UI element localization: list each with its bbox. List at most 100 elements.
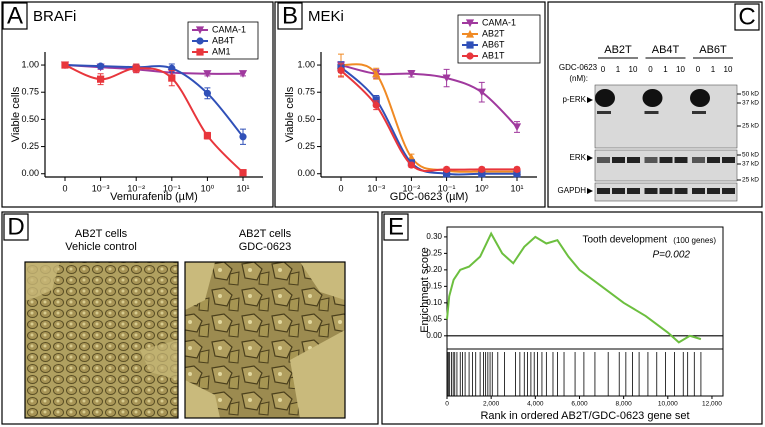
series	[337, 63, 521, 173]
dose-label: 1	[663, 65, 668, 74]
blot-band	[690, 89, 710, 107]
panel-frame	[1, 1, 274, 208]
x-tick-label: 2,000	[483, 401, 500, 408]
micrograph	[185, 262, 345, 418]
p-value-label: P=0.002	[652, 250, 690, 261]
data-point	[372, 69, 381, 78]
legend-label: AB1T	[482, 50, 505, 60]
data-point	[203, 132, 211, 140]
blot-band	[627, 188, 640, 194]
panel-frame	[1, 211, 379, 425]
treatment-label: GDC-0623	[559, 63, 598, 72]
x-tick-label: 10,000	[658, 401, 678, 408]
data-point	[407, 70, 416, 78]
data-point	[97, 75, 105, 83]
data-point	[61, 61, 69, 69]
unit-label: (nM):	[569, 74, 588, 83]
panel-letter-box	[734, 3, 760, 31]
gene-count-label: (100 genes)	[673, 236, 716, 245]
data-point	[203, 70, 212, 78]
panel-frame	[274, 1, 546, 208]
image-title: AB2T cells	[239, 228, 292, 240]
row-label: p-ERK	[562, 95, 586, 104]
legend-label: CAMA-1	[482, 17, 516, 27]
y-tick-label: 0.20	[426, 265, 442, 274]
blot-band	[692, 157, 705, 163]
x-tick-label: 10⁻¹	[163, 183, 181, 193]
panel-frame	[381, 211, 763, 425]
micrograph-region	[300, 262, 345, 300]
y-tick-label: 0.15	[426, 281, 442, 290]
data-point	[466, 52, 474, 60]
y-tick-label: 0.25	[426, 248, 442, 257]
series	[61, 61, 247, 177]
x-tick-label: 4,000	[527, 401, 544, 408]
blot-band	[707, 188, 720, 194]
x-tick-label: 10⁰	[201, 183, 215, 193]
y-tick-label: 0.50	[21, 114, 39, 124]
x-tick-label: 6,000	[571, 401, 588, 408]
data-point	[196, 48, 204, 56]
x-tick-label: 10⁻¹	[438, 183, 456, 193]
blot-band	[644, 157, 658, 163]
legend-label: AB4T	[212, 35, 235, 45]
data-point	[195, 26, 205, 35]
y-tick-label: 0.00	[426, 331, 442, 340]
y-tick-label: 1.00	[297, 59, 315, 69]
dose-label: 0	[696, 65, 701, 74]
y-tick-label: 0.75	[21, 87, 39, 97]
micrograph-region	[185, 380, 220, 418]
y-axis-label: Enrichment score	[419, 247, 431, 333]
blot-band	[692, 111, 706, 114]
data-point	[443, 165, 451, 173]
data-point	[97, 62, 105, 70]
micrograph-region	[290, 330, 345, 418]
data-point	[196, 37, 204, 45]
y-tick-label: 0.00	[297, 168, 315, 178]
y-tick-label: 0.00	[21, 168, 39, 178]
x-tick-label: 10⁻²	[403, 183, 421, 193]
x-tick-label: 10⁰	[475, 183, 489, 193]
marker-label: 37 kD	[742, 100, 759, 107]
panel-letter: E	[388, 213, 404, 240]
dose-label: 1	[616, 65, 621, 74]
blot-strip	[594, 149, 738, 182]
data-point	[465, 19, 475, 28]
dose-label: 10	[629, 65, 638, 74]
blot-band	[612, 188, 625, 194]
row-arrow	[587, 155, 593, 161]
y-tick-label: 0.30	[426, 232, 442, 241]
blot-band	[659, 157, 673, 163]
y-tick-label: 0.75	[297, 87, 315, 97]
blot-band	[722, 157, 735, 163]
blot-strip	[594, 84, 738, 149]
x-axis-label: Vemurafenib (µM)	[110, 191, 198, 203]
data-point	[239, 133, 247, 141]
data-point	[512, 123, 522, 132]
blot-band	[644, 188, 658, 194]
data-point	[443, 170, 451, 178]
x-tick-label: 10¹	[510, 183, 523, 193]
blot-band	[642, 89, 663, 107]
panel-letter-box	[383, 213, 409, 241]
blot-band	[627, 157, 640, 163]
micrograph-region	[185, 262, 215, 310]
micrograph	[25, 262, 178, 418]
data-point	[513, 165, 521, 173]
series	[337, 61, 521, 178]
image-title: Vehicle control	[65, 241, 137, 253]
y-axis-label: Viable cells	[284, 86, 296, 142]
gene-set-label: Tooth development	[582, 235, 667, 246]
panel-letter-box	[2, 2, 28, 30]
data-point	[466, 41, 474, 49]
data-point	[513, 170, 521, 178]
blot-band	[595, 89, 615, 107]
chart-title: BRAFi	[33, 8, 76, 25]
legend-label: AB6T	[482, 39, 505, 49]
x-tick-label: 0	[62, 183, 67, 193]
data-point	[478, 165, 486, 173]
blot-band	[707, 157, 720, 163]
x-tick-label: 10⁻³	[92, 183, 110, 193]
data-point	[203, 89, 211, 97]
legend-label: CAMA-1	[212, 24, 246, 34]
